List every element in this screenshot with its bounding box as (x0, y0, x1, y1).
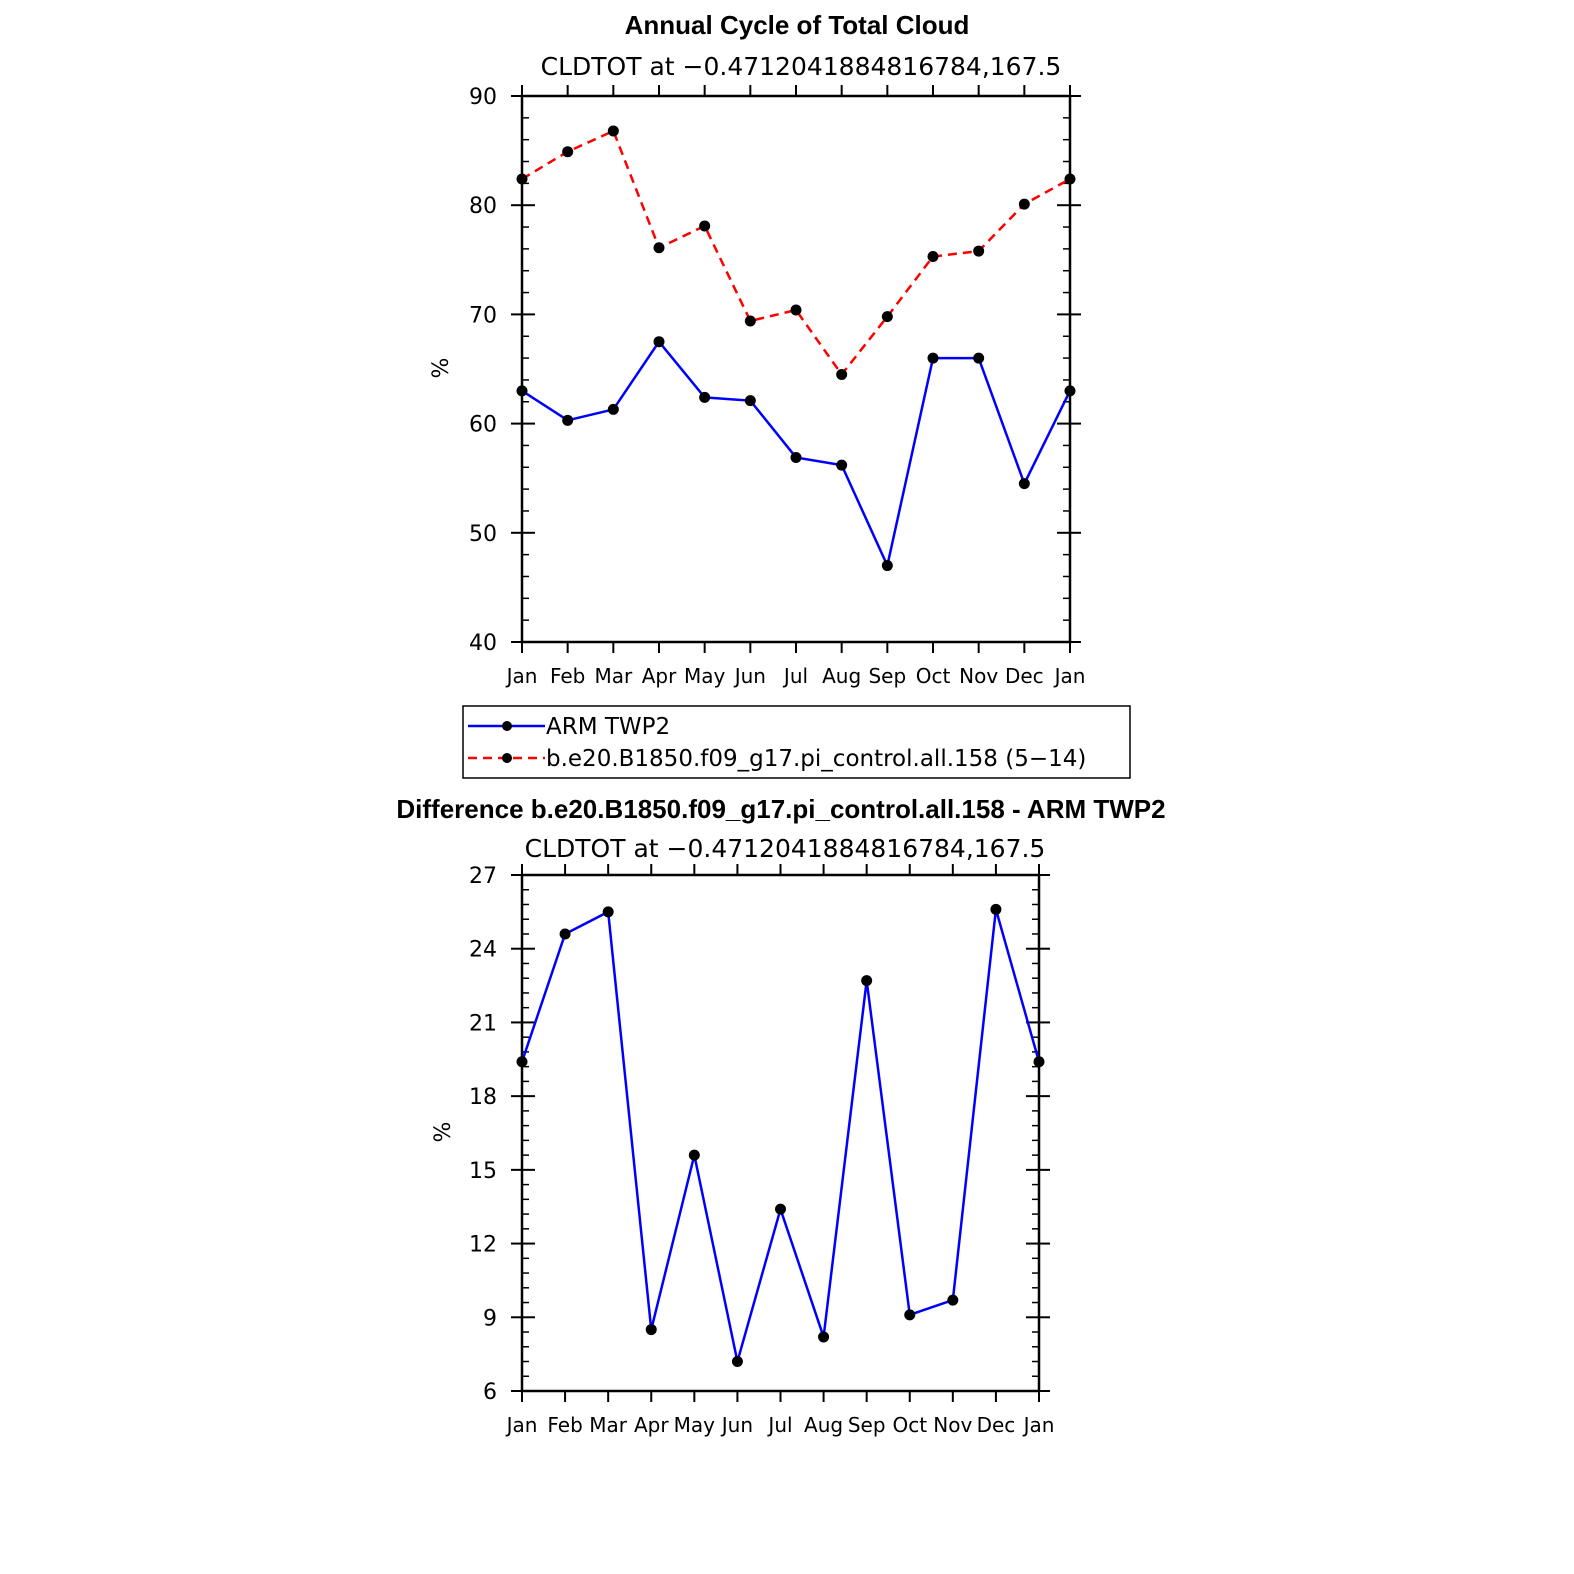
x-tick-label: Jan (505, 664, 538, 688)
x-tick-label: Oct (892, 1413, 927, 1437)
data-point (1064, 385, 1076, 397)
legend-marker-arm (502, 721, 512, 731)
y-tick-label: 80 (469, 194, 497, 219)
data-point (562, 146, 574, 158)
x-tick-label: Mar (594, 664, 633, 688)
chart2-title: Difference b.e20.B1850.f09_g17.pi_contro… (396, 794, 1165, 824)
data-point (1018, 198, 1030, 210)
data-point (744, 395, 756, 407)
data-point (645, 1324, 657, 1336)
x-tick-label: Apr (634, 1413, 669, 1437)
data-point (947, 1294, 959, 1306)
chart2-ylabel: % (431, 1122, 456, 1143)
data-point (1033, 1056, 1045, 1068)
x-tick-label: Nov (933, 1413, 972, 1437)
data-point (861, 975, 873, 987)
x-tick-label: Sep (848, 1413, 886, 1437)
data-point (927, 352, 939, 364)
x-tick-label: Aug (804, 1413, 843, 1437)
x-tick-label: Jun (733, 664, 766, 688)
series-line-1 (521, 129, 1071, 377)
x-tick-label: Oct (916, 664, 951, 688)
data-point (836, 459, 848, 471)
y-tick-label: 15 (469, 1159, 497, 1184)
chart2-subtitle: CLDTOT at −0.4712041884816784,167.5 (525, 834, 1046, 863)
data-point (562, 414, 574, 426)
series-line-0 (520, 909, 1041, 1362)
data-point (699, 391, 711, 403)
x-tick-label: Jan (1022, 1413, 1055, 1437)
data-point (607, 125, 619, 137)
data-point (516, 385, 528, 397)
x-tick-label: Dec (1005, 664, 1044, 688)
data-point (775, 1203, 786, 1215)
x-tick-label: Jun (720, 1413, 753, 1437)
data-point (699, 220, 711, 232)
x-tick-label: Apr (642, 664, 677, 688)
legend-label-model: b.e20.B1850.f09_g17.pi_control.all.158 (… (546, 746, 1086, 772)
data-point (790, 451, 802, 463)
data-point (973, 245, 985, 257)
y-tick-label: 27 (469, 864, 497, 889)
data-point (927, 251, 939, 263)
data-point (904, 1309, 916, 1321)
legend-marker-model (502, 753, 512, 763)
x-tick-label: Sep (868, 664, 906, 688)
legend: ARM TWP2 b.e20.B1850.f09_g17.pi_control.… (462, 705, 1131, 779)
y-tick-label: 70 (469, 303, 497, 328)
x-tick-label: Dec (977, 1413, 1016, 1437)
chart1-ylabel: % (429, 358, 454, 379)
data-point (653, 336, 665, 348)
x-tick-label: Jan (1053, 664, 1086, 688)
y-tick-label: 9 (483, 1306, 497, 1331)
y-tick-label: 40 (469, 631, 497, 656)
chart1-subtitle: CLDTOT at −0.4712041884816784,167.5 (541, 52, 1062, 81)
y-tick-label: 50 (469, 522, 497, 547)
x-tick-label: Jul (766, 1413, 792, 1437)
data-point (607, 403, 619, 415)
y-tick-label: 21 (469, 1011, 497, 1036)
data-point (688, 1149, 700, 1161)
data-point (1018, 478, 1030, 490)
difference-chart: Difference b.e20.B1850.f09_g17.pi_contro… (396, 794, 1165, 1437)
data-point (731, 1356, 743, 1368)
x-tick-label: May (684, 664, 726, 688)
data-point (790, 304, 802, 316)
data-point (973, 352, 985, 364)
data-point (602, 906, 614, 918)
data-point (1064, 173, 1076, 185)
annual-cycle-chart: Annual Cycle of Total Cloud CLDTOT at −0… (429, 10, 1085, 688)
data-point (516, 1056, 528, 1068)
plot-frame (520, 94, 1072, 644)
x-tick-label: Feb (547, 1413, 582, 1437)
data-point (818, 1331, 830, 1343)
data-point (990, 903, 1002, 915)
data-point (881, 311, 893, 323)
x-tick-label: Mar (589, 1413, 628, 1437)
x-tick-label: Nov (959, 664, 998, 688)
data-point (836, 368, 848, 380)
data-point (881, 560, 893, 572)
data-point (516, 173, 528, 185)
y-tick-label: 60 (469, 413, 497, 438)
x-tick-label: May (674, 1413, 716, 1437)
y-tick-label: 12 (469, 1233, 497, 1258)
y-tick-label: 24 (469, 938, 497, 963)
y-tick-label: 18 (469, 1085, 497, 1110)
y-tick-label: 6 (483, 1380, 497, 1405)
x-tick-label: Feb (550, 664, 585, 688)
x-tick-label: Jul (782, 664, 808, 688)
x-tick-label: Jan (505, 1413, 538, 1437)
data-point (559, 928, 571, 940)
plot-frame (520, 873, 1041, 1393)
chart1-title: Annual Cycle of Total Cloud (625, 10, 970, 40)
legend-label-arm: ARM TWP2 (546, 714, 670, 740)
legend-box (462, 705, 1131, 779)
data-point (744, 315, 756, 327)
x-tick-label: Aug (822, 664, 861, 688)
y-tick-label: 90 (469, 85, 497, 110)
data-point (653, 242, 665, 254)
